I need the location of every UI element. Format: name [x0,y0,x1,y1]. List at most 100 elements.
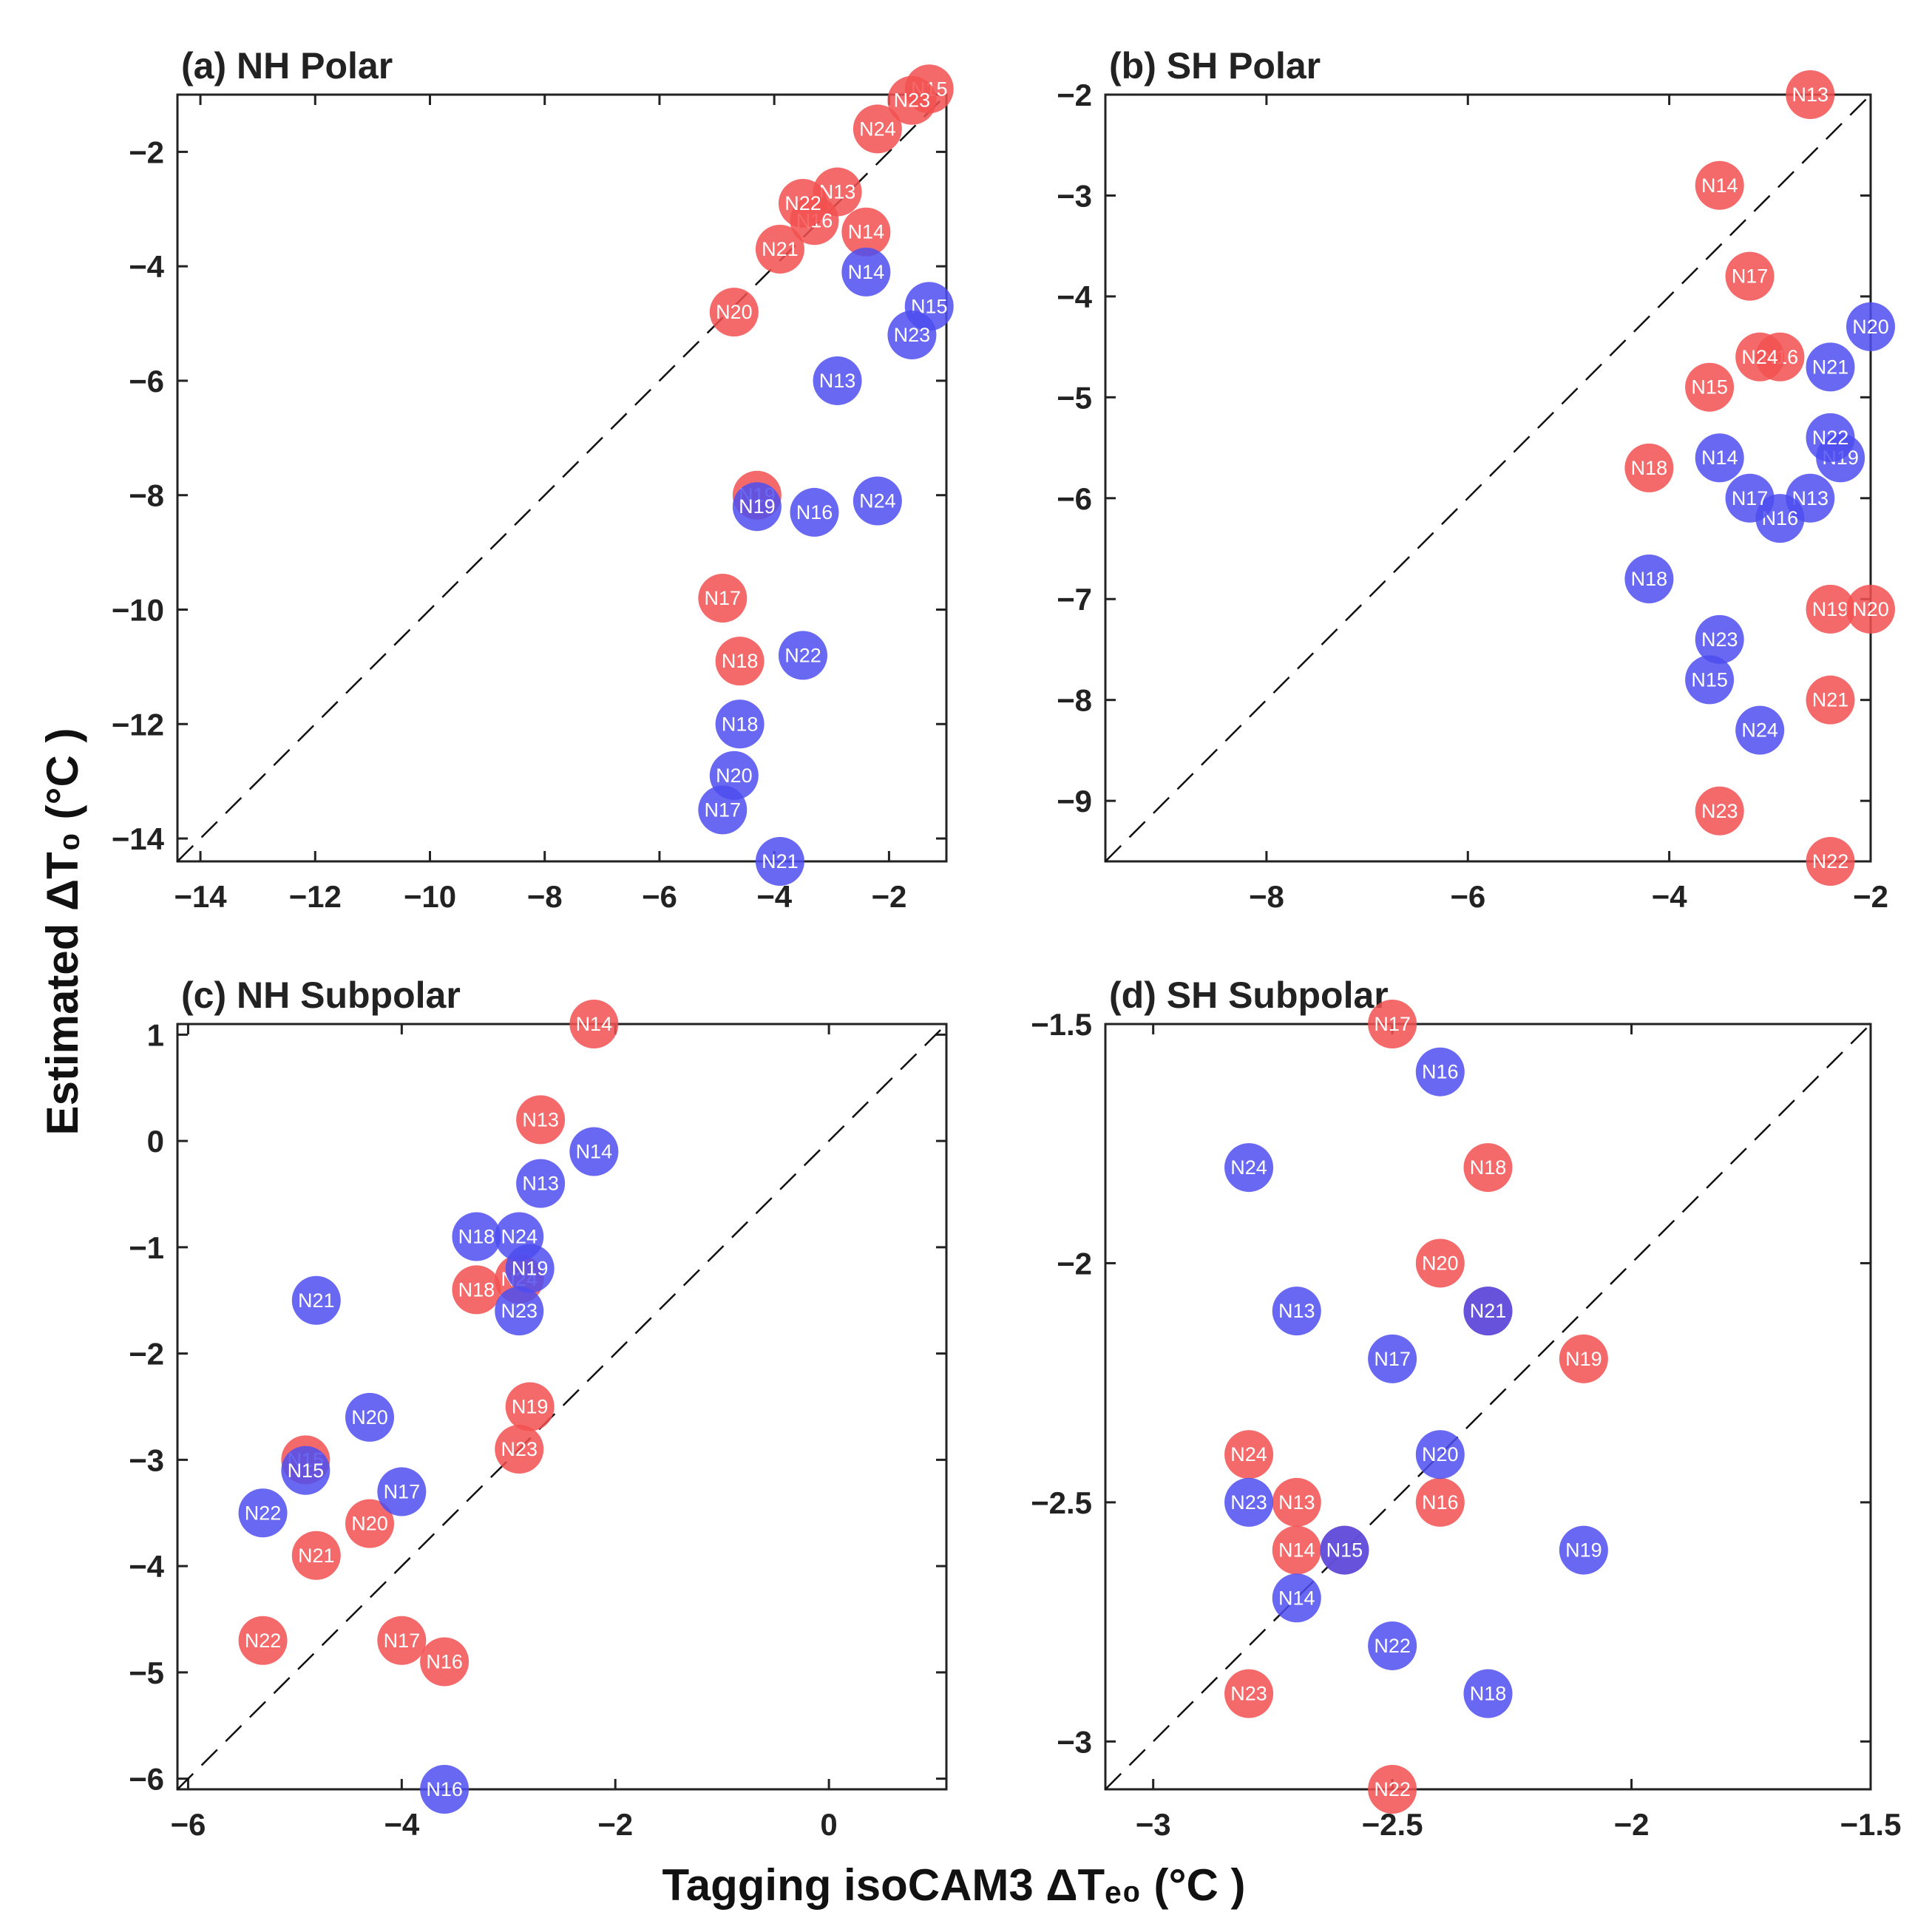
x-tick-label: −4 [1652,879,1688,914]
point-label: N14 [576,1013,613,1035]
point-blue-N17: N17 [1725,473,1775,523]
point-marker [377,1467,427,1516]
point-label: N22 [1374,1635,1411,1657]
point-marker [1463,1669,1513,1718]
point-label: N18 [458,1278,495,1301]
point-label: N20 [1422,1443,1459,1465]
point-marker [1463,1287,1513,1336]
y-tick-label: −5 [1057,380,1092,415]
point-label: N14 [1278,1539,1315,1562]
point-marker [755,837,804,886]
point-blue-N18: N18 [452,1212,501,1261]
point-marker [1415,1238,1465,1288]
point-marker [1695,433,1744,483]
point-label: N23 [1230,1491,1267,1514]
panel-frame [1104,93,1872,863]
point-red-N20: N20 [709,288,759,337]
panel-frame [176,93,948,863]
y-tick-label: −4 [129,249,165,284]
point-marker [1368,1000,1417,1048]
point-label: N17 [705,799,742,821]
point-label: N24 [1741,719,1778,742]
point-blue-N18: N18 [1463,1669,1513,1718]
point-blue-N23: N23 [495,1287,544,1336]
panel-frame [1104,1023,1872,1791]
point-red-N22: N22 [778,179,827,228]
y-tick-label: −1 [129,1230,164,1265]
point-marker [1272,1525,1321,1575]
point-marker [291,1275,341,1325]
y-tick-label: −14 [112,821,165,856]
point-marker [1806,837,1855,886]
point-marker [1725,251,1775,301]
point-blue-N18: N18 [1624,554,1674,603]
point-blue-N24: N24 [1735,705,1785,755]
x-tick-label: −3 [1136,1807,1171,1842]
point-marker [495,1425,544,1474]
point-blue-N21: N21 [1806,342,1855,392]
point-blue-N22: N22 [1806,413,1855,462]
point-marker [1806,584,1855,634]
point-red-N21: N21 [755,224,804,274]
point-label: N24 [859,118,896,140]
point-label: N17 [384,1481,421,1503]
point-label: N14 [1701,447,1738,469]
point-label: N13 [1278,1300,1315,1322]
point-label: N23 [1230,1683,1267,1705]
point-red-N13: N13 [516,1095,566,1145]
point-marker [1415,1477,1465,1527]
point-blue-N22: N22 [238,1488,288,1538]
x-tick-label: −4 [384,1807,420,1842]
point-label: N24 [1230,1443,1267,1465]
point-marker [1735,332,1785,382]
point-marker [887,311,937,360]
y-tick-label: −6 [129,364,164,399]
point-marker [841,247,891,296]
point-blue-N16: N16 [420,1765,470,1814]
point-label: N16 [426,1778,463,1800]
point-red-N13: N13 [813,167,862,217]
point-marker [1272,1477,1321,1527]
point-marker [853,476,902,526]
point-marker [1846,584,1895,634]
point-red-N14: N14 [841,207,891,257]
y-tick-label: −3 [129,1443,164,1477]
point-red-N21: N21 [1806,675,1855,725]
point-blue-N21: N21 [291,1275,341,1325]
point-marker [516,1095,566,1145]
panel-1: (b) SH Polar −8 −6 −4 −2 −9 −8 −7 −6 −5 −4 −3 −2 N13 N… [1057,45,1895,914]
point-red-N14: N14 [569,1000,619,1048]
point-red-N24: N24 [1735,332,1785,382]
point-label: N13 [1278,1491,1315,1514]
point-label: N23 [894,324,931,346]
panel-title: (c) NH Subpolar [181,975,461,1016]
point-marker [238,1616,288,1665]
point-blue-N23: N23 [887,311,937,360]
point-blue-N17: N17 [377,1467,427,1516]
point-label: N17 [384,1630,421,1652]
point-marker [1368,1334,1417,1383]
point-red-N14: N14 [1695,160,1744,210]
point-blue-N14: N14 [841,247,891,296]
point-marker [495,1212,544,1261]
point-marker [1806,675,1855,725]
point-label: N21 [1812,356,1849,378]
point-marker [1272,1573,1321,1623]
point-label: N18 [1470,1156,1507,1179]
point-marker [345,1499,394,1548]
point-label: N24 [1741,346,1778,368]
point-label: N20 [351,1513,388,1535]
point-label: N22 [1812,427,1849,449]
point-red-N22: N22 [1806,837,1855,886]
point-marker [1224,1477,1274,1527]
point-red-N16: N16 [420,1637,470,1687]
y-tick-label: −6 [1057,481,1092,516]
point-label: N23 [1701,800,1738,822]
point-label: N20 [351,1406,388,1428]
point-red-N13: N13 [1786,70,1835,119]
point-marker [1846,302,1895,351]
point-marker [1806,342,1855,392]
point-marker [291,1531,341,1580]
point-label: N21 [762,850,799,872]
point-blue-N21: N21 [1463,1287,1513,1336]
